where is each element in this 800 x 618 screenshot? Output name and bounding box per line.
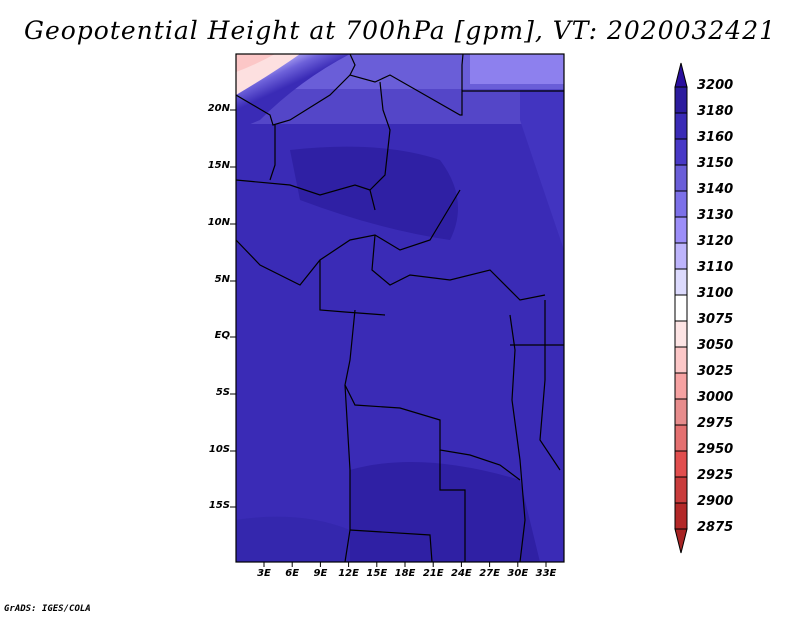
colorbar-swatch [674,138,688,166]
colorbar-label: 3110 [697,260,734,275]
colorbar-swatch [674,502,688,530]
colorbar-swatch [674,112,688,140]
colorbar-swatch [674,268,688,296]
colorbar-under-triangle [674,528,688,554]
colorbar-swatch [674,86,688,114]
colorbar-label: 2900 [697,494,734,509]
colorbar-swatch [674,398,688,426]
lat-label: EQ [214,330,230,341]
colorbar-swatch [674,320,688,348]
lon-label: 27E [479,568,500,579]
colorbar-swatch [674,424,688,452]
colorbar-label: 3050 [697,338,734,353]
colorbar-swatch [674,372,688,400]
grads-credit: GrADS: IGES/COLA [4,604,91,614]
colorbar-swatch [674,190,688,218]
colorbar-label: 3120 [697,234,734,249]
colorbar-label: 3140 [697,182,734,197]
lon-label: 18E [394,568,416,579]
lat-label: 20N [207,103,230,114]
colorbar-label: 3160 [697,130,734,145]
colorbar-label: 3025 [697,364,734,379]
colorbar-swatch [674,346,688,374]
colorbar-swatch [674,164,688,192]
colorbar-label: 3100 [697,286,734,301]
height-field [236,54,564,562]
lon-label: 12E [338,568,359,579]
colorbar-label: 2950 [697,442,734,457]
lon-label: 30E [507,568,529,579]
lon-label: 15E [366,568,388,579]
colorbar-label: 3150 [697,156,734,171]
lat-label: 10N [207,217,230,228]
colorbar-label: 3180 [697,104,734,119]
country-borders [236,54,564,562]
colorbar-swatch [674,450,688,478]
colorbar-swatch [674,216,688,244]
lat-label: 15S [208,500,230,511]
colorbar-swatch [674,242,688,270]
lon-label: 33E [535,568,557,579]
colorbar-swatch [674,294,688,322]
axis-ticks [230,109,547,567]
lat-label: 5N [214,274,230,285]
colorbar-label: 2875 [697,520,734,535]
lat-label: 10S [208,444,230,455]
lon-label: 3E [257,568,271,579]
colorbar-label: 2925 [697,468,734,483]
lon-label: 21E [422,568,444,579]
lon-label: 9E [313,568,328,579]
colorbar [674,62,688,554]
colorbar-label: 3130 [697,208,734,223]
colorbar-label: 2975 [697,416,734,431]
colorbar-label: 3000 [697,390,734,405]
plot-title: Geopotential Height at 700hPa [gpm], VT:… [23,16,777,45]
colorbar-label: 3075 [697,312,734,327]
colorbar-over-triangle [674,62,688,88]
lat-label: 15N [207,160,230,171]
lat-label: 5S [215,387,230,398]
colorbar-swatch [674,476,688,504]
lon-label: 6E [285,568,300,579]
colorbar-label: 3200 [697,78,734,93]
map-frame [235,53,565,563]
lon-label: 24E [451,568,472,579]
